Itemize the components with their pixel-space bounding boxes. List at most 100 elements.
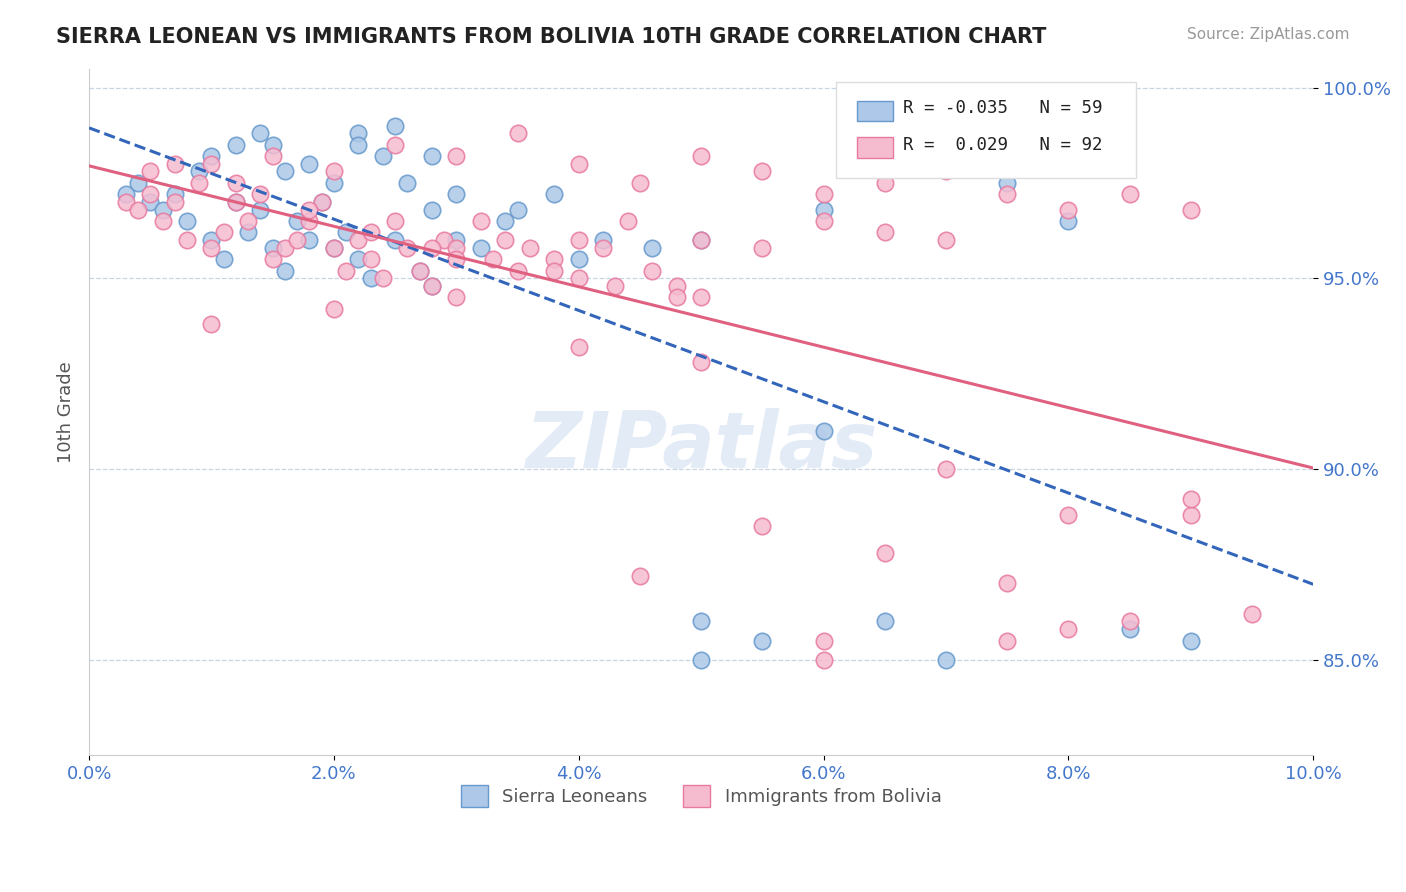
Point: [568, 252, 591, 267]
Point: [1180, 202, 1202, 217]
Text: SIERRA LEONEAN VS IMMIGRANTS FROM BOLIVIA 10TH GRADE CORRELATION CHART: SIERRA LEONEAN VS IMMIGRANTS FROM BOLIVI…: [56, 27, 1046, 46]
Point: [433, 233, 456, 247]
Point: [1118, 187, 1140, 202]
Point: [298, 214, 321, 228]
Point: [1118, 622, 1140, 636]
Point: [274, 241, 297, 255]
Bar: [856, 137, 893, 158]
Point: [690, 355, 713, 369]
Point: [813, 214, 835, 228]
Point: [347, 137, 370, 152]
Point: [200, 157, 222, 171]
Point: [139, 164, 162, 178]
Y-axis label: 10th Grade: 10th Grade: [58, 361, 75, 463]
Legend: Sierra Leoneans, Immigrants from Bolivia: Sierra Leoneans, Immigrants from Bolivia: [453, 778, 949, 814]
Point: [360, 271, 382, 285]
Point: [543, 263, 565, 277]
Point: [152, 214, 174, 228]
Point: [152, 202, 174, 217]
Point: [543, 187, 565, 202]
Point: [568, 233, 591, 247]
Point: [139, 187, 162, 202]
Point: [665, 278, 688, 293]
Point: [371, 149, 394, 163]
Point: [420, 241, 443, 255]
Point: [519, 241, 541, 255]
Point: [396, 241, 419, 255]
Bar: [856, 101, 893, 121]
Point: [163, 194, 186, 209]
Point: [690, 615, 713, 629]
Point: [176, 233, 198, 247]
Point: [384, 214, 406, 228]
Text: ZIPatlas: ZIPatlas: [524, 408, 877, 484]
Point: [935, 652, 957, 666]
Point: [873, 176, 896, 190]
Point: [396, 176, 419, 190]
Point: [628, 176, 651, 190]
Point: [1057, 508, 1080, 522]
Point: [322, 241, 344, 255]
Point: [506, 126, 529, 140]
Point: [262, 252, 284, 267]
Point: [616, 214, 638, 228]
Point: [360, 226, 382, 240]
Point: [813, 633, 835, 648]
Point: [335, 263, 357, 277]
Point: [1180, 633, 1202, 648]
Point: [298, 157, 321, 171]
Point: [114, 194, 136, 209]
Point: [408, 263, 430, 277]
Point: [446, 233, 468, 247]
Point: [200, 149, 222, 163]
Point: [995, 576, 1018, 591]
Point: [813, 187, 835, 202]
Point: [262, 137, 284, 152]
Point: [139, 194, 162, 209]
Point: [274, 164, 297, 178]
Point: [1057, 202, 1080, 217]
Point: [238, 214, 260, 228]
Point: [347, 252, 370, 267]
Point: [446, 187, 468, 202]
Point: [470, 241, 492, 255]
Point: [1057, 214, 1080, 228]
Point: [751, 519, 773, 533]
Point: [1180, 508, 1202, 522]
Point: [322, 164, 344, 178]
Point: [188, 176, 211, 190]
Point: [285, 233, 308, 247]
Point: [371, 271, 394, 285]
Point: [262, 149, 284, 163]
Point: [813, 424, 835, 438]
Point: [322, 241, 344, 255]
Point: [494, 233, 516, 247]
Point: [995, 633, 1018, 648]
Point: [384, 119, 406, 133]
Point: [592, 233, 614, 247]
Point: [384, 137, 406, 152]
Point: [690, 652, 713, 666]
Point: [225, 194, 247, 209]
Point: [114, 187, 136, 202]
Point: [751, 633, 773, 648]
Point: [995, 187, 1018, 202]
Point: [665, 290, 688, 304]
Point: [690, 149, 713, 163]
Point: [1057, 622, 1080, 636]
Point: [163, 187, 186, 202]
FancyBboxPatch shape: [835, 82, 1136, 178]
Point: [690, 233, 713, 247]
Point: [176, 214, 198, 228]
Point: [995, 176, 1018, 190]
Point: [568, 157, 591, 171]
Point: [446, 241, 468, 255]
Point: [446, 149, 468, 163]
Point: [212, 226, 235, 240]
Point: [322, 176, 344, 190]
Point: [249, 187, 271, 202]
Point: [506, 202, 529, 217]
Point: [446, 290, 468, 304]
Point: [347, 233, 370, 247]
Point: [1241, 607, 1264, 621]
